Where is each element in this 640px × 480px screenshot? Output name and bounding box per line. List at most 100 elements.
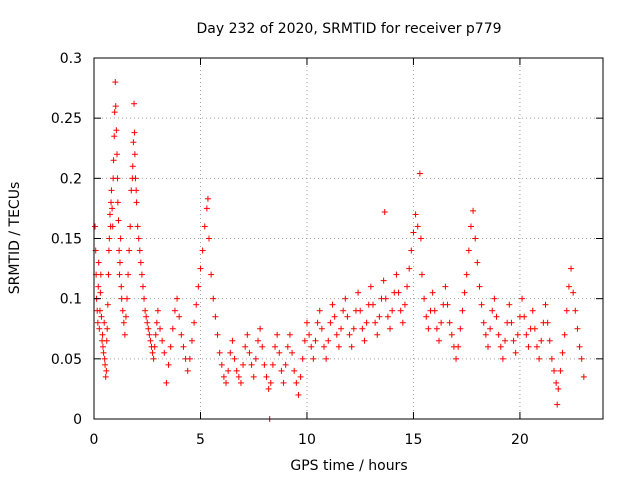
data-point (531, 325, 538, 332)
data-point (178, 331, 185, 338)
data-point (126, 247, 133, 254)
data-point (119, 307, 126, 314)
data-point (321, 343, 328, 350)
data-point (186, 355, 193, 362)
data-point (331, 313, 338, 320)
data-point (284, 343, 291, 350)
data-point (433, 325, 440, 332)
data-point (116, 259, 123, 266)
data-point (94, 319, 101, 326)
data-point (382, 295, 389, 302)
data-point (121, 331, 128, 338)
data-point (493, 313, 500, 320)
data-point (112, 103, 119, 110)
data-point (163, 379, 170, 386)
data-point (201, 223, 208, 230)
data-point (139, 283, 146, 290)
data-point (553, 379, 560, 386)
data-point (570, 289, 577, 296)
data-point (406, 265, 413, 272)
data-point (102, 373, 109, 380)
data-point (344, 313, 351, 320)
x-tick-label: 20 (511, 432, 529, 448)
data-point (276, 349, 283, 356)
data-point (506, 301, 513, 308)
data-point (106, 211, 113, 218)
data-point (95, 259, 102, 266)
data-point (557, 367, 564, 374)
data-point (134, 223, 141, 230)
data-point (327, 319, 334, 326)
data-point (416, 170, 423, 177)
data-point (399, 319, 406, 326)
data-point (218, 361, 225, 368)
data-point (502, 337, 509, 344)
data-point (174, 295, 181, 302)
data-point (542, 301, 549, 308)
data-point (231, 355, 238, 362)
data-point (133, 187, 140, 194)
data-point (99, 343, 106, 350)
data-point (114, 175, 121, 182)
data-point (314, 319, 321, 326)
data-point (131, 151, 138, 158)
data-point (95, 283, 102, 290)
data-point (489, 307, 496, 314)
data-point (113, 127, 120, 134)
data-point (533, 343, 540, 350)
data-point (580, 373, 587, 380)
data-point (491, 295, 498, 302)
data-point (372, 319, 379, 326)
data-point (229, 337, 236, 344)
data-point (132, 175, 139, 182)
data-point (297, 373, 304, 380)
data-point (210, 295, 217, 302)
data-point (127, 223, 134, 230)
data-point (572, 307, 579, 314)
data-point (137, 259, 144, 266)
data-point (246, 349, 253, 356)
data-point (225, 367, 232, 374)
data-point (551, 367, 558, 374)
data-point (171, 307, 178, 314)
data-point (455, 343, 462, 350)
data-point (554, 401, 561, 408)
data-point (401, 301, 408, 308)
data-point (269, 361, 276, 368)
data-point (374, 331, 381, 338)
data-point (259, 343, 266, 350)
data-point (508, 319, 515, 326)
data-point (463, 271, 470, 278)
data-point (125, 271, 132, 278)
data-point (559, 349, 566, 356)
data-point (308, 343, 315, 350)
x-tick-label: 15 (405, 432, 423, 448)
data-point (380, 277, 387, 284)
data-point (105, 271, 112, 278)
data-point (237, 379, 244, 386)
data-point (578, 355, 585, 362)
data-point (342, 295, 349, 302)
y-axis-label: SRMTID / TECUs (7, 182, 23, 295)
data-point (474, 259, 481, 266)
data-point (303, 319, 310, 326)
data-point (102, 361, 109, 368)
data-point (176, 313, 183, 320)
data-point (114, 151, 121, 158)
data-point (161, 349, 168, 356)
data-point (263, 373, 270, 380)
y-tick-label: 0 (73, 412, 82, 428)
data-point (272, 343, 279, 350)
data-point (240, 361, 247, 368)
data-point (510, 337, 517, 344)
data-point (280, 379, 287, 386)
data-point (103, 367, 110, 374)
data-point (111, 109, 118, 116)
data-point (523, 331, 530, 338)
data-point (109, 205, 116, 212)
data-point (350, 325, 357, 332)
data-point (278, 367, 285, 374)
data-point (145, 325, 152, 332)
data-point (195, 283, 202, 290)
data-point (214, 331, 221, 338)
